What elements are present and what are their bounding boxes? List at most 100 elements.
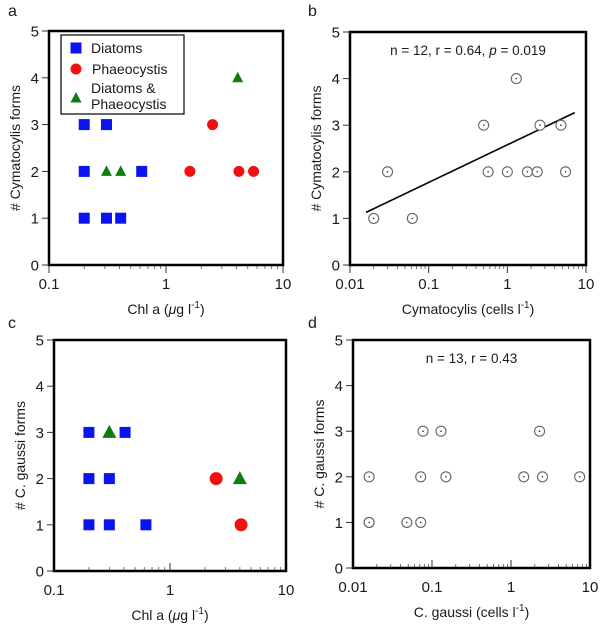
data-point-open-circle-dot-center-dot <box>422 430 424 433</box>
data-point-open-circle-dot-center-dot <box>539 124 541 126</box>
x-axis-label-text: Chl a ( <box>127 301 169 317</box>
panel-label-c: c <box>8 315 16 332</box>
y-tick-label-d: 4 <box>335 378 343 395</box>
data-point-square <box>100 119 112 131</box>
series-d-samples <box>363 425 586 528</box>
series-a-phaeocystis <box>184 119 260 177</box>
series-c-diatoms-phaeocystis <box>102 424 247 485</box>
panel-label-a: a <box>8 3 17 20</box>
x-tick-label-c: 10 <box>278 582 295 599</box>
y-tick-label-a: 0 <box>31 258 39 275</box>
y-tick-label-d: 5 <box>335 333 343 350</box>
y-tick-label-c: 2 <box>36 471 44 488</box>
data-point-square <box>83 426 95 438</box>
y-tick-label-a: 4 <box>31 70 39 87</box>
y-tick-label-b: 5 <box>332 25 340 42</box>
y-axis-label-a: # Cymatocylis forms <box>7 85 23 211</box>
x-tick-label-c: 0.1 <box>44 582 65 599</box>
y-axis-label-b: # Cymatocylis forms <box>308 85 324 211</box>
data-point-square <box>78 165 90 177</box>
data-point-open-circle-dot-center-dot <box>560 124 562 126</box>
data-point-triangle <box>115 165 127 176</box>
plot-frame-b <box>348 30 588 267</box>
y-tick-label-b: 1 <box>332 211 340 228</box>
x-axis-label-text: C. gaussi (cells l <box>414 604 516 620</box>
x-axis-label-superscript: -1 <box>521 300 530 311</box>
x-axis-label-superscript: -1 <box>191 300 200 311</box>
y-tick-label-c: 3 <box>36 425 44 442</box>
x-axis-label-mu: μ <box>172 607 181 623</box>
data-point-open-circle-dot-center-dot <box>368 521 370 524</box>
data-point-open-circle-dot-center-dot <box>536 171 539 173</box>
data-point-open-circle-dot-center-dot <box>482 124 485 126</box>
stats-text: n = 13, r = 0.43 <box>426 351 518 366</box>
data-point-open-circle-dot-center-dot <box>526 171 529 173</box>
y-tick-label-d: 3 <box>335 424 343 441</box>
data-point-open-circle-dot-center-dot <box>522 476 525 478</box>
y-tick-label-b: 4 <box>332 71 340 88</box>
legend-marker-triangle <box>70 92 82 103</box>
stats-text: = 0.019 <box>497 43 546 58</box>
data-point-open-circle-dot-center-dot <box>419 476 422 478</box>
x-tick-label-b: 1 <box>503 276 511 293</box>
x-axis-label-text: g l <box>176 301 191 317</box>
data-point-square <box>100 212 112 224</box>
data-point-open-circle-dot-center-dot <box>445 476 447 478</box>
data-point-square <box>115 212 127 224</box>
panel-label-d: d <box>308 315 317 332</box>
data-point-circle <box>248 165 260 177</box>
x-axis-label-a: Chl a (μg l-1) <box>127 300 204 317</box>
x-tick-label-a: 10 <box>275 276 292 293</box>
panel-a: a 0 1 2 3 4 5 0.1 1 10 # Cymatocylis forms Chl a (μ… <box>7 3 291 317</box>
data-point-square <box>119 426 131 438</box>
panel-b: b 0 1 2 3 4 5 0.01 0.1 1 10 # Cymatocylis forms Cyma… <box>308 3 594 317</box>
data-point-square <box>78 212 90 224</box>
stats-annotation-d: n = 13, r = 0.43 <box>426 351 518 366</box>
legend-label: Phaeocystis <box>92 61 167 77</box>
data-point-open-circle-dot-center-dot <box>368 476 370 478</box>
x-axis-label-text: ) <box>530 301 535 317</box>
y-axis-label-c: # C. gaussi forms <box>12 401 28 510</box>
plot-frame-a <box>47 29 285 267</box>
y-tick-label-d: 1 <box>335 515 343 532</box>
series-a-diatoms-phaeocystis <box>100 71 244 176</box>
data-point-square <box>103 473 115 485</box>
stats-annotation-b: n = 12, r = 0.64, p = 0.019 <box>390 43 546 58</box>
y-tick-label-a: 3 <box>31 117 39 134</box>
data-point-square <box>83 473 95 485</box>
data-point-circle-large <box>209 472 223 486</box>
plot-frame-d <box>351 338 592 570</box>
x-axis-label-superscript: -1 <box>195 606 204 617</box>
series-a-diatoms <box>78 119 148 224</box>
x-axis-label-text: ) <box>200 301 205 317</box>
y-tick-label-b: 0 <box>332 258 340 275</box>
x-axis-label-d: C. gaussi (cells l-1) <box>414 603 530 620</box>
data-point-open-circle-dot-center-dot <box>506 171 509 173</box>
legend-marker-square <box>70 42 82 54</box>
x-tick-label-b: 0.01 <box>335 276 364 293</box>
series-c-diatoms <box>83 426 152 531</box>
data-point-open-circle-dot-center-dot <box>419 521 422 524</box>
y-tick-label-c: 1 <box>36 517 44 534</box>
x-axis-label-text: ) <box>525 604 530 620</box>
data-point-square <box>83 519 95 531</box>
data-point-open-circle-dot-center-dot <box>440 430 442 433</box>
stats-text: n = 12, r = 0.64, <box>390 43 489 58</box>
data-point-open-circle-dot-center-dot <box>541 476 544 478</box>
data-point-square <box>103 519 115 531</box>
data-point-square <box>140 519 152 531</box>
data-point-open-circle-dot-center-dot <box>372 217 375 220</box>
legend-label: Diatoms & <box>91 80 156 96</box>
y-tick-label-a: 5 <box>31 24 39 41</box>
legend-label: Phaeocystis <box>91 96 166 112</box>
x-axis-label-mu: μ <box>168 301 177 317</box>
x-axis-label-b: Cymatocylis (cells l-1) <box>402 300 535 317</box>
data-point-open-circle-dot-center-dot <box>515 77 518 80</box>
x-axis-label-text: Chl a ( <box>131 607 173 623</box>
data-point-triangle-large <box>102 424 117 438</box>
series-b-samples <box>368 73 572 224</box>
x-tick-label-b: 10 <box>578 276 595 293</box>
data-point-circle <box>184 165 196 177</box>
